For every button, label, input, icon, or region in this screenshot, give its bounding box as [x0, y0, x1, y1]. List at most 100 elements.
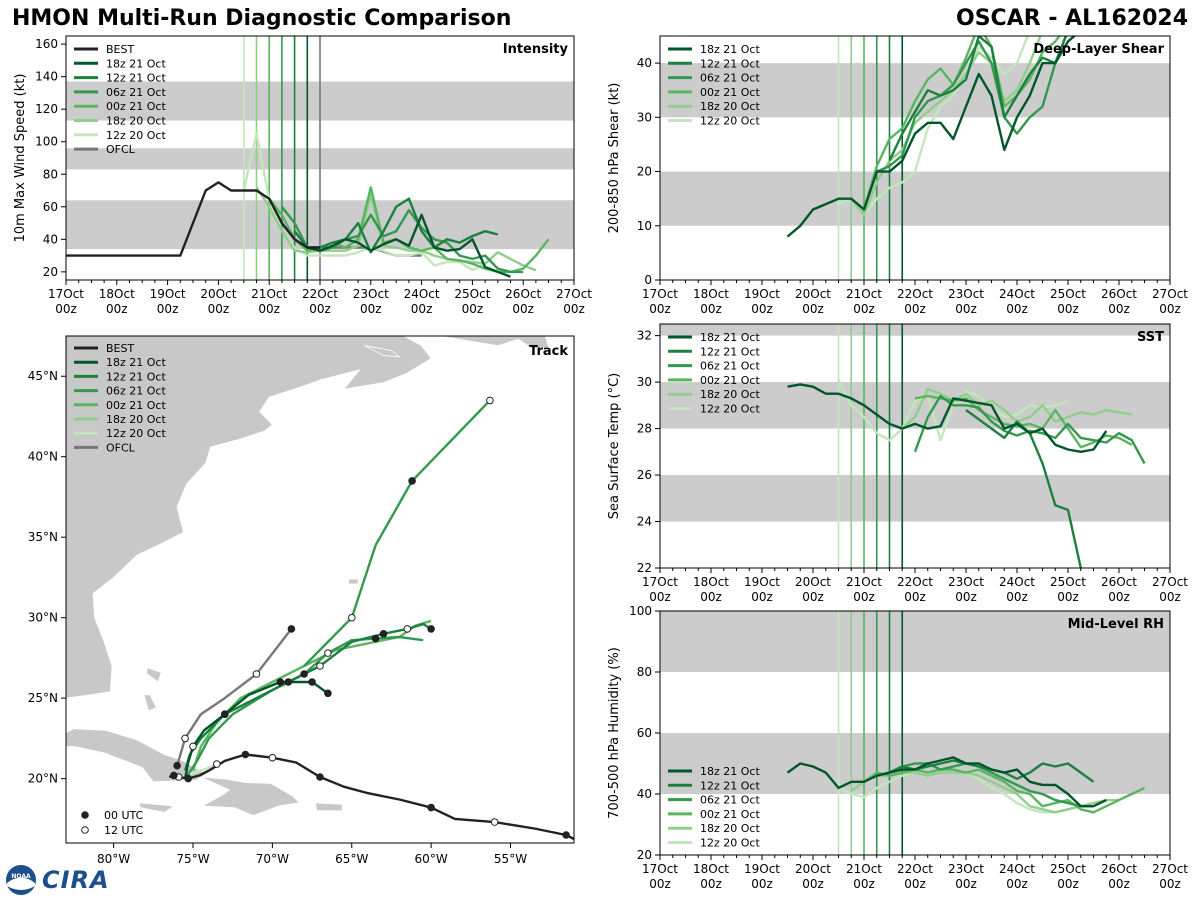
rh-x-tick-sublabel: 00z [955, 877, 977, 891]
track-marker-12utc [348, 613, 356, 622]
intensity-x-tick-sublabel: 00z [208, 302, 230, 316]
track-marker-00utc [324, 689, 332, 698]
shear-y-tick-label: 40 [637, 56, 652, 70]
track-y-tick-label: 45°N [28, 369, 58, 383]
track-marker-00utc [170, 771, 178, 780]
rh-x-tick-label: 26Oct [1101, 862, 1137, 876]
track-marker-00utc [241, 750, 250, 759]
rh-x-tick-label: 17Oct [642, 862, 678, 876]
rh-series-line [786, 756, 1107, 808]
sst-y-tick-label: 24 [637, 515, 652, 529]
rh-y-tick-label: 60 [637, 726, 652, 740]
track-marker-00utc [371, 634, 380, 643]
shear-x-tick-sublabel: 00z [1108, 302, 1130, 316]
intensity-x-tick-sublabel: 00z [360, 302, 382, 316]
bermuda-land [348, 578, 359, 585]
rh-x-tick-sublabel: 00z [751, 877, 773, 891]
track-legend-label: 00z 21 Oct [106, 399, 166, 412]
intensity-y-tick-label: 120 [35, 102, 58, 116]
rh-x-tick-label: 20Oct [795, 862, 831, 876]
shear-series-line [786, 36, 1077, 238]
track-line [175, 628, 293, 767]
track-legend-label: 12z 20 Oct [106, 427, 166, 440]
rh-x-tick-sublabel: 00z [700, 877, 722, 891]
track-y-tick-label: 20°N [28, 772, 58, 786]
track-marker-12utc [181, 734, 189, 743]
rh-band [660, 611, 1170, 672]
intensity-x-tick-label: 21Oct [251, 287, 287, 301]
shear-series-line [838, 36, 1029, 217]
sst-x-tick-label: 26Oct [1101, 575, 1137, 589]
sst-band [660, 382, 1170, 429]
intensity-series-line [307, 213, 511, 278]
sst-x-tick-sublabel: 00z [1108, 590, 1130, 604]
rh-x-tick-sublabel: 00z [1159, 877, 1181, 891]
legend-marker-12utc [81, 826, 89, 834]
track-marker-00utc [316, 773, 324, 781]
newfoundland-land [437, 336, 550, 350]
sst-y-axis-label: Sea Surface Temp (°C) [607, 373, 622, 520]
rh-legend-label: 18z 20 Oct [700, 822, 760, 835]
shear-legend-label: 18z 21 Oct [700, 43, 760, 56]
intensity-x-tick-label: 18Oct [99, 287, 135, 301]
rh-x-tick-label: 19Oct [744, 862, 780, 876]
shear-y-tick-label: 10 [637, 219, 652, 233]
sst-x-tick-sublabel: 00z [853, 590, 875, 604]
shear-x-tick-label: 26Oct [1101, 287, 1137, 301]
sst-y-tick-label: 32 [637, 329, 652, 343]
intensity-legend-label: BEST [106, 43, 134, 56]
shear-y-tick-label: 20 [637, 165, 652, 179]
intensity-series-group [66, 132, 550, 278]
sst-title: SST [1137, 330, 1164, 345]
noaa-logo-icon: NOAA [6, 865, 36, 895]
noaa-cira-logo: NOAA CIRA [4, 864, 114, 896]
shear-x-tick-label: 27Oct [1152, 287, 1188, 301]
sst-x-tick-label: 27Oct [1152, 575, 1188, 589]
track-marker-12utc [268, 753, 277, 762]
intensity-series-line [293, 197, 499, 254]
track-panel: 80°W 75°W 70°W 65°W 60°W 55°W 20°N 25°N 30°N 35°N… [28, 335, 575, 866]
track-marker-12utc [213, 760, 221, 768]
sst-x-tick-label: 25Oct [1050, 575, 1086, 589]
track-marker-12utc [324, 649, 332, 657]
intensity-x-tick-sublabel: 00z [106, 302, 128, 316]
track-marker-00utc [408, 477, 416, 485]
track-marker-00utc [562, 831, 570, 839]
intensity-legend-label: 18z 21 Oct [106, 57, 166, 70]
rh-legend-label: 12z 21 Oct [700, 779, 760, 792]
intensity-series-line [66, 181, 320, 257]
shear-x-tick-label: 19Oct [744, 287, 780, 301]
intensity-legend-label: 00z 21 Oct [106, 100, 166, 113]
track-lines [168, 396, 574, 841]
rh-y-tick-label: 20 [637, 848, 652, 862]
track-marker-00utc [287, 625, 296, 633]
track-marker-12utc [189, 742, 197, 751]
shear-legend-label: 18z 20 Oct [700, 100, 760, 113]
shear-x-tick-label: 25Oct [1050, 287, 1086, 301]
shear-x-tick-sublabel: 00z [700, 302, 722, 316]
track-legend-label: 12z 21 Oct [106, 370, 166, 383]
rh-x-tick-sublabel: 00z [1006, 877, 1028, 891]
track-legend-label: 18z 21 Oct [106, 356, 166, 369]
andros-land [143, 694, 158, 712]
sst-legend-label: 06z 21 Oct [700, 360, 760, 373]
intensity-x-tick-sublabel: 00z [55, 302, 77, 316]
cira-logo-text: CIRA [42, 866, 110, 894]
storm-name: OSCAR - AL162024 [956, 6, 1188, 31]
intensity-x-tick-sublabel: 00z [258, 302, 280, 316]
track-marker-00utc [308, 678, 316, 686]
shear-y-tick-label: 30 [637, 110, 652, 124]
shear-x-tick-sublabel: 00z [955, 302, 977, 316]
track-x-tick-label: 65°W [335, 852, 368, 866]
intensity-y-tick-label: 140 [35, 70, 58, 84]
shear-x-tick-label: 24Oct [999, 287, 1035, 301]
intensity-y-tick-label: 40 [43, 232, 58, 246]
shear-x-tick-label: 22Oct [897, 287, 933, 301]
track-title: Track [529, 344, 568, 359]
shear-series-line [888, 36, 1068, 162]
intensity-y-tick-label: 80 [43, 167, 58, 181]
intensity-x-tick-label: 27Oct [556, 287, 592, 301]
noaa-logo-text: NOAA [11, 873, 31, 880]
